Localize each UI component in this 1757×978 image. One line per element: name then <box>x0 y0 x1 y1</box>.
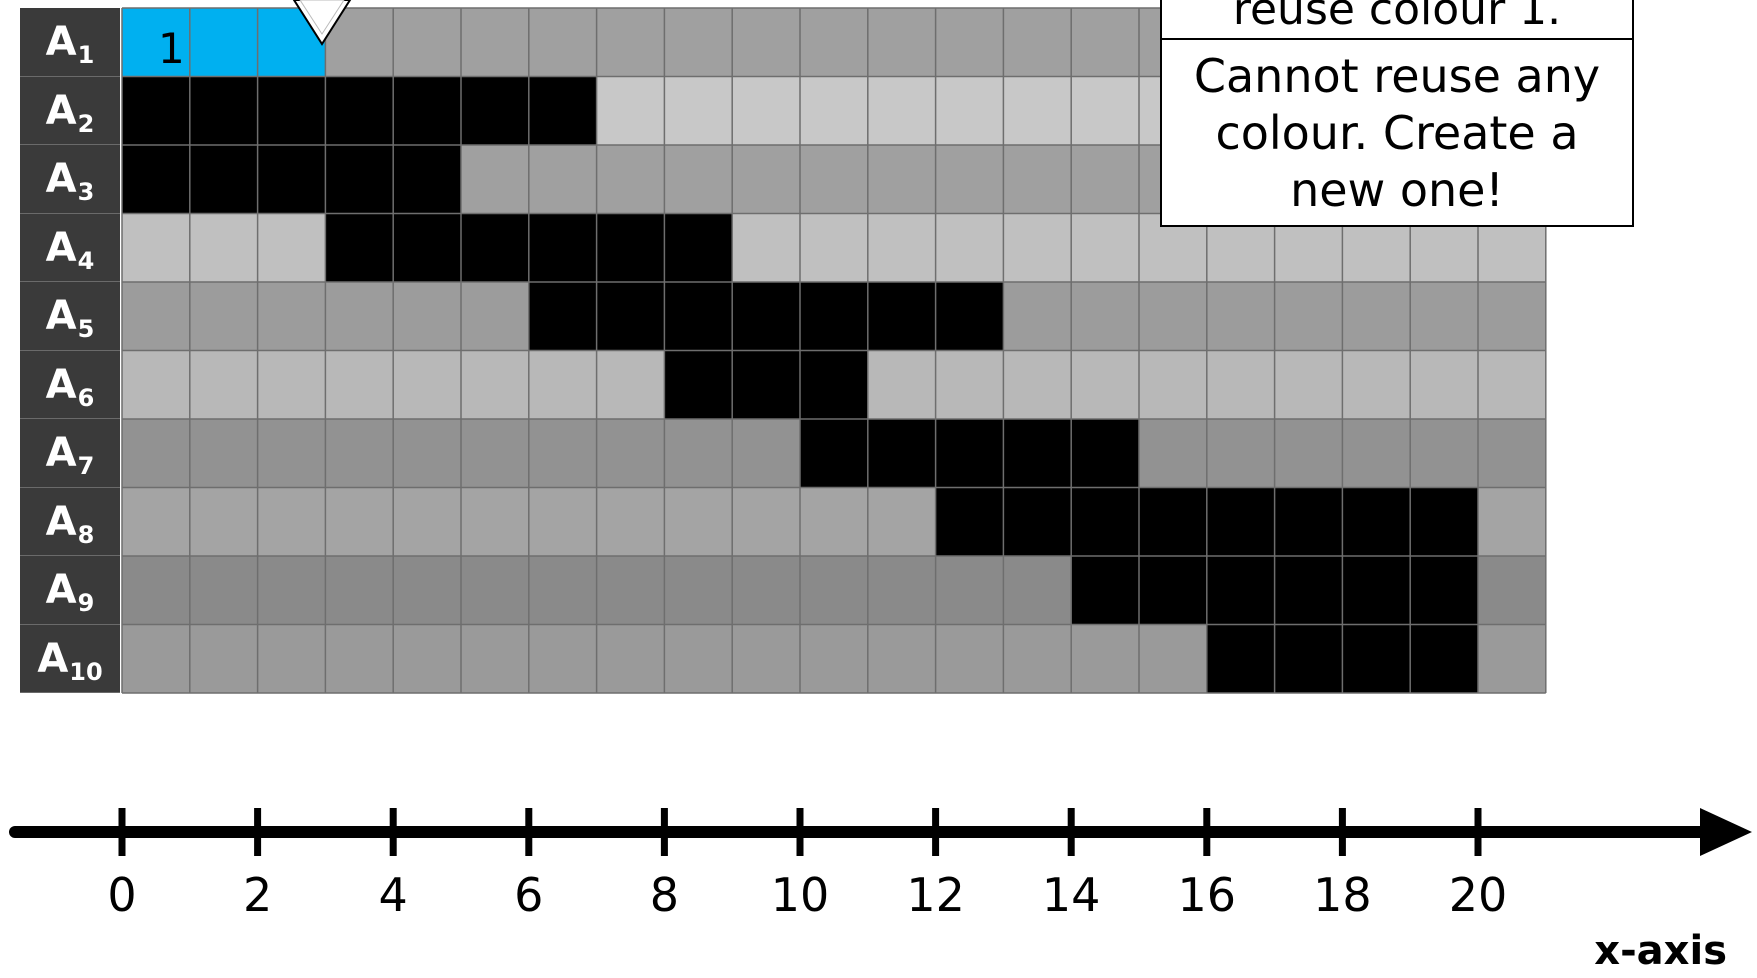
row-label-a6: A6 <box>20 350 120 419</box>
interval-block-a3 <box>122 145 461 214</box>
axis-tick-label: 8 <box>649 868 680 922</box>
row-label-a3: A3 <box>20 145 120 214</box>
callout-top-text: reuse colour 1. <box>1232 0 1562 35</box>
interval-block-a7 <box>800 419 1139 488</box>
row-label-a7: A7 <box>20 419 120 488</box>
axis-tick-label: 16 <box>1177 868 1237 922</box>
callout-box: reuse colour 1. Cannot reuse any colour.… <box>1160 0 1634 227</box>
row-label-a5: A5 <box>20 282 120 351</box>
row-label-a10: A10 <box>20 624 120 693</box>
interval-block-a2 <box>122 76 597 145</box>
row-label-a8: A8 <box>20 487 120 556</box>
callout-main-text: Cannot reuse any colour. Create a new on… <box>1193 49 1601 217</box>
axis-tick-label: 10 <box>770 868 830 922</box>
axis-tick-label: 14 <box>1041 868 1101 922</box>
row-label-a9: A9 <box>20 556 120 625</box>
axis-tick-label: 20 <box>1448 868 1508 922</box>
axis-tick-label: 12 <box>906 868 965 922</box>
x-axis-arrowhead-icon <box>1700 808 1752 856</box>
row-label-a4: A4 <box>20 213 120 282</box>
callout-top-section: reuse colour 1. <box>1162 0 1632 40</box>
interval-block-a5 <box>528 282 1004 351</box>
interval-block-a6 <box>664 350 868 419</box>
axis-tick-label: 18 <box>1313 868 1372 922</box>
cell-number-label: 1 <box>158 24 185 73</box>
x-axis-title: x-axis <box>1594 928 1727 974</box>
row-label-a1: A1 <box>20 8 120 77</box>
row-label-a2: A2 <box>20 76 120 145</box>
axis-tick-label: 6 <box>514 868 544 922</box>
axis-tick-label: 0 <box>107 868 137 922</box>
highlight-interval-a1 <box>122 8 326 77</box>
axis-tick-label: 4 <box>378 868 408 922</box>
axis-tick-label: 2 <box>242 868 273 922</box>
